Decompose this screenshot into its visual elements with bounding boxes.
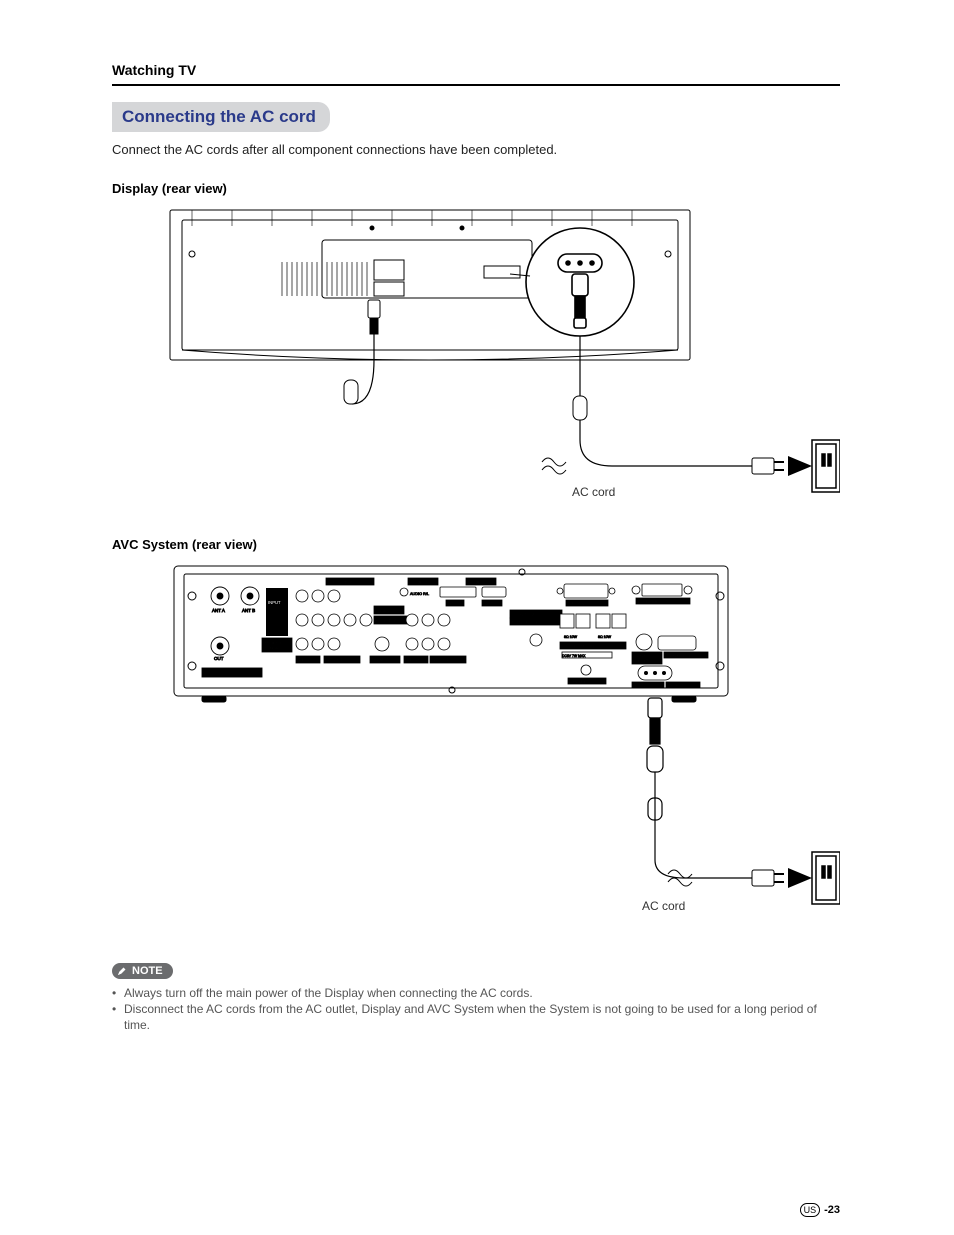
svg-text:MONITOR: MONITOR: [264, 641, 281, 645]
region-badge: US: [800, 1203, 821, 1217]
note-label: NOTE: [132, 965, 163, 977]
svg-text:DISPLAY OUTPUT 1: DISPLAY OUTPUT 1: [638, 600, 668, 604]
note-pill: NOTE: [112, 963, 173, 979]
svg-text:INPUT: INPUT: [268, 600, 281, 605]
avc-rear-diagram: ANT/CABLE RX ANT A ANT B OUT INPUT MONIT…: [112, 560, 840, 930]
avc-heading: AVC System (rear view): [112, 537, 840, 552]
svg-text:COMPONENT: COMPONENT: [376, 619, 400, 623]
rule: [112, 84, 840, 86]
svg-text:AUDIO R/L: AUDIO R/L: [410, 592, 429, 596]
svg-text:INPUT 4: INPUT 4: [470, 581, 485, 585]
svg-text:OUT: OUT: [214, 656, 224, 661]
svg-text:VIDEO: VIDEO: [299, 658, 311, 662]
page-number: -23: [824, 1204, 840, 1216]
svg-text:110-240V: 110-240V: [669, 684, 683, 688]
svg-text:SPEAKERS: SPEAKERS: [574, 645, 594, 649]
avc-cord-label: AC cord: [642, 899, 685, 913]
svg-text:OUTPUT: OUTPUT: [265, 646, 281, 650]
svg-text:R-AUDIO-L: R-AUDIO-L: [432, 658, 451, 662]
svg-text:COMPONENT: COMPONENT: [330, 580, 357, 585]
svg-text:ANT A: ANT A: [212, 608, 225, 613]
svg-text:8Ω 10W: 8Ω 10W: [598, 635, 612, 639]
svg-text:8Ω 10W: 8Ω 10W: [564, 635, 578, 639]
svg-text:OUTPUT 2: OUTPUT 2: [633, 659, 648, 663]
section-title: Connecting the AC cord: [112, 102, 330, 132]
svg-text:CHANNEL INPUT: CHANNEL INPUT: [512, 621, 538, 625]
svg-text:INPUT 2: INPUT 2: [377, 609, 391, 613]
svg-text:S-VIDEO: S-VIDEO: [372, 658, 388, 662]
display-cord-label: AC cord: [572, 485, 615, 499]
svg-text:ANT/CABLE RX: ANT/CABLE RX: [208, 671, 238, 676]
svg-text:INPUT 3: INPUT 3: [412, 581, 427, 585]
svg-text:HDMI: HDMI: [485, 602, 494, 606]
page-footer: US -23: [800, 1203, 840, 1217]
note-item: Always turn off the main power of the Di…: [112, 985, 840, 1001]
svg-text:R-AUDIO-L: R-AUDIO-L: [326, 658, 345, 662]
svg-text:RS-232C: RS-232C: [570, 602, 584, 606]
display-rear-diagram: AC cord: [112, 204, 840, 504]
svg-text:DISPLAY: DISPLAY: [633, 654, 645, 658]
svg-text:DC OUTPUT: DC OUTPUT: [572, 680, 592, 684]
display-heading: Display (rear view): [112, 181, 840, 196]
note-block: NOTE Always turn off the main power of t…: [112, 963, 840, 1034]
pencil-icon: [116, 965, 128, 977]
svg-text:AC INPUT: AC INPUT: [635, 684, 650, 688]
svg-text:VIDEO: VIDEO: [407, 658, 419, 662]
svg-text:ANT B: ANT B: [242, 608, 255, 613]
breadcrumb: Watching TV: [112, 62, 840, 78]
svg-text:CENTER: CENTER: [520, 613, 534, 617]
note-item: Disconnect the AC cords from the AC outl…: [112, 1001, 840, 1033]
svg-text:DC8V 7W MAX: DC8V 7W MAX: [562, 654, 586, 658]
intro-text: Connect the AC cords after all component…: [112, 142, 840, 157]
svg-text:DISPLAY OUTPUT 2: DISPLAY OUTPUT 2: [666, 654, 694, 658]
svg-text:DVI-I: DVI-I: [449, 602, 457, 606]
